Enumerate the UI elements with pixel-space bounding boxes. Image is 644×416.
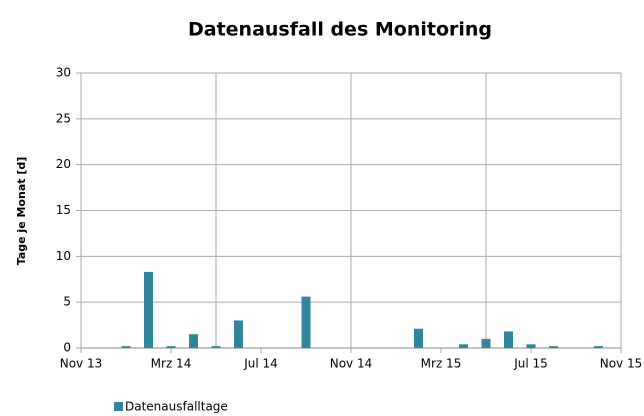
bar	[234, 320, 243, 348]
bar	[144, 271, 153, 348]
bar	[414, 328, 423, 348]
y-tick-label: 20	[56, 157, 71, 171]
legend-label: Datenausfalltage	[125, 400, 228, 414]
y-tick-label: 0	[63, 341, 71, 355]
bar	[121, 346, 131, 348]
x-tick-label: Mrz 14	[151, 357, 192, 371]
bar	[301, 296, 311, 348]
y-tick-label: 25	[56, 111, 71, 125]
bar	[211, 346, 221, 348]
y-tick-label: 15	[56, 203, 71, 217]
bar	[459, 344, 468, 348]
bar	[481, 338, 491, 348]
bar	[526, 344, 536, 348]
bar	[549, 346, 558, 348]
y-tick-label: 30	[56, 66, 71, 80]
y-axis-label: Tage je Monat [d]	[15, 157, 28, 266]
legend-swatch	[114, 402, 123, 411]
bar	[504, 331, 513, 348]
x-tick-label: Nov 14	[330, 357, 373, 371]
x-tick-label: Mrz 15	[421, 357, 462, 371]
x-tick-label: Jul 15	[513, 357, 548, 371]
bar	[166, 346, 176, 348]
bar	[594, 346, 603, 348]
y-tick-label: 5	[63, 295, 71, 309]
x-tick-label: Nov 13	[60, 357, 103, 371]
chart-title: Datenausfall des Monitoring	[188, 19, 492, 41]
bar	[189, 334, 198, 348]
y-tick-label: 10	[56, 249, 71, 263]
x-tick-label: Jul 14	[243, 357, 278, 371]
x-tick-label: Nov 15	[600, 357, 643, 371]
